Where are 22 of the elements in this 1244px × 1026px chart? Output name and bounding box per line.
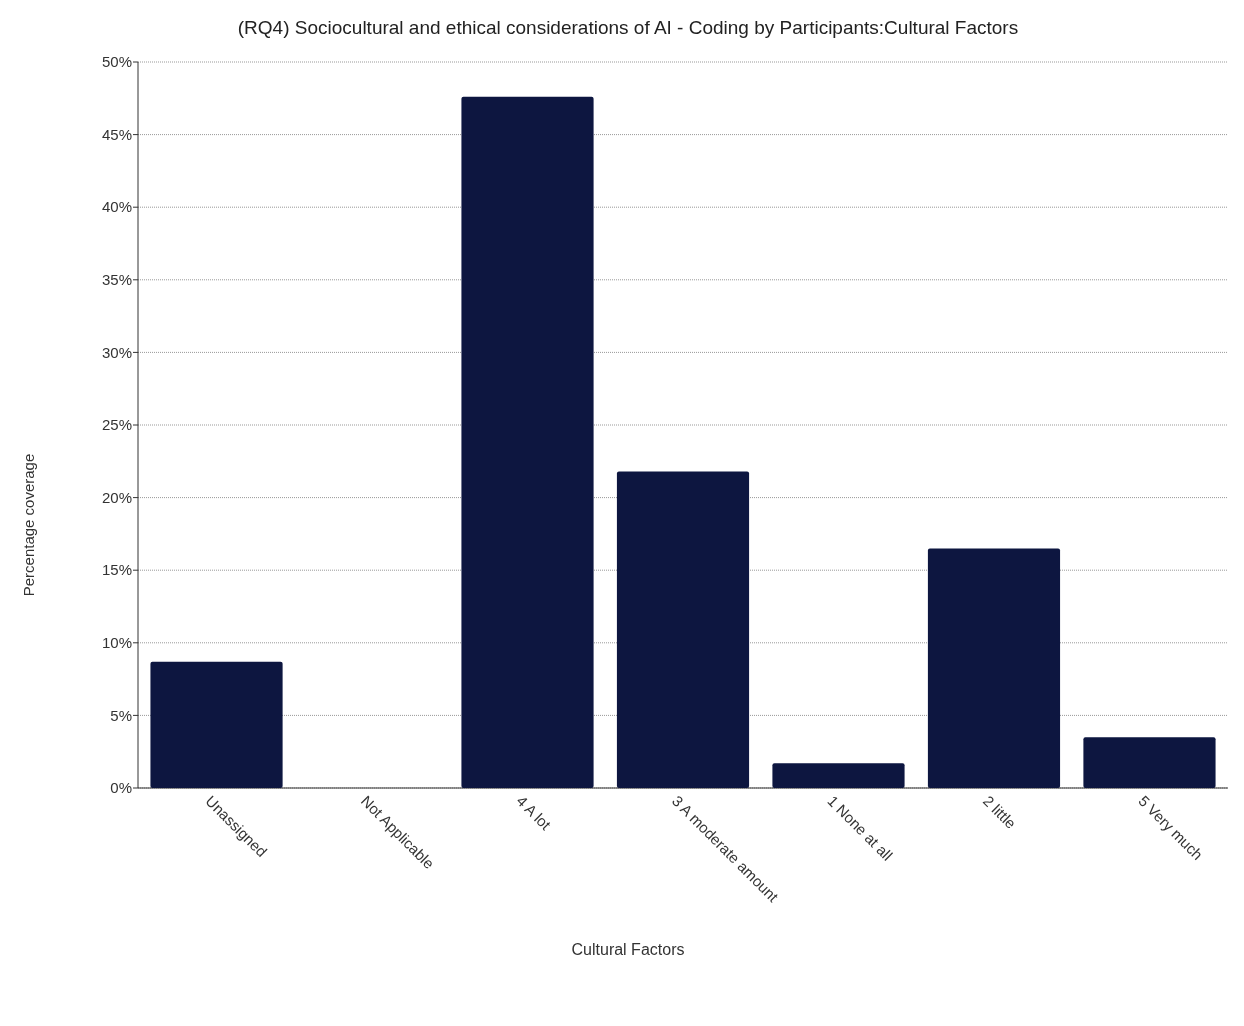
y-tick-label: 30%	[101, 343, 132, 361]
y-tick-label: 20%	[101, 488, 132, 506]
bar	[461, 96, 594, 788]
x-axis-title: Cultural Factors	[571, 941, 685, 958]
y-tick-label: 5%	[110, 706, 132, 724]
x-tick-label: 4 A lot	[513, 792, 555, 834]
y-tick-label: 15%	[101, 561, 132, 579]
y-tick-label: 35%	[101, 271, 132, 289]
bar	[927, 548, 1061, 788]
bar	[772, 763, 905, 788]
bar	[1083, 737, 1216, 788]
y-tick-label: 50%	[101, 53, 132, 71]
bar	[150, 661, 283, 788]
bar	[616, 471, 750, 788]
y-tick-label: 25%	[101, 416, 132, 434]
y-tick-label: 0%	[110, 779, 132, 797]
x-tick-label: 2 little	[979, 792, 1020, 832]
y-tick-label: 10%	[101, 634, 132, 652]
chart-title: (RQ4) Sociocultural and ethical considerations of AI - Coding by Participants:Cultural Factors	[237, 17, 1019, 38]
y-tick-label: 40%	[101, 198, 132, 216]
y-axis-title: Percentage coverage	[20, 453, 37, 597]
y-tick-label: 45%	[101, 125, 132, 143]
